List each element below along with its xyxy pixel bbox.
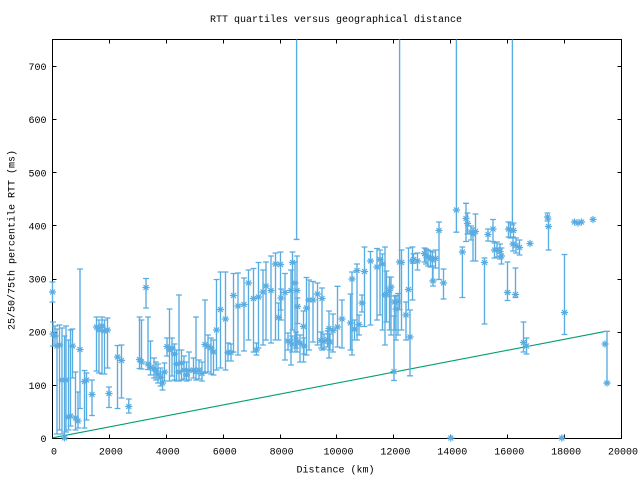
svg-text:400: 400 xyxy=(28,222,46,233)
svg-text:100: 100 xyxy=(28,382,46,393)
svg-text:500: 500 xyxy=(28,169,46,180)
svg-text:Distance (km): Distance (km) xyxy=(296,465,374,477)
svg-text:12000: 12000 xyxy=(380,448,410,459)
svg-text:10000: 10000 xyxy=(323,448,353,459)
svg-text:14000: 14000 xyxy=(437,448,467,459)
svg-text:25/50/75th percentile RTT (ms): 25/50/75th percentile RTT (ms) xyxy=(7,150,19,330)
svg-text:0: 0 xyxy=(40,435,46,446)
svg-text:RTT quartiles versus geographi: RTT quartiles versus geographical distan… xyxy=(210,14,462,26)
svg-text:20000: 20000 xyxy=(608,448,638,459)
svg-text:18000: 18000 xyxy=(551,448,581,459)
svg-text:200: 200 xyxy=(28,329,46,340)
svg-text:0: 0 xyxy=(51,448,57,459)
svg-text:600: 600 xyxy=(28,116,46,127)
svg-text:4000: 4000 xyxy=(156,448,180,459)
svg-text:16000: 16000 xyxy=(494,448,524,459)
svg-text:700: 700 xyxy=(28,63,46,74)
svg-text:2000: 2000 xyxy=(99,448,123,459)
svg-text:300: 300 xyxy=(28,276,46,287)
svg-text:6000: 6000 xyxy=(213,448,237,459)
svg-text:8000: 8000 xyxy=(270,448,294,459)
